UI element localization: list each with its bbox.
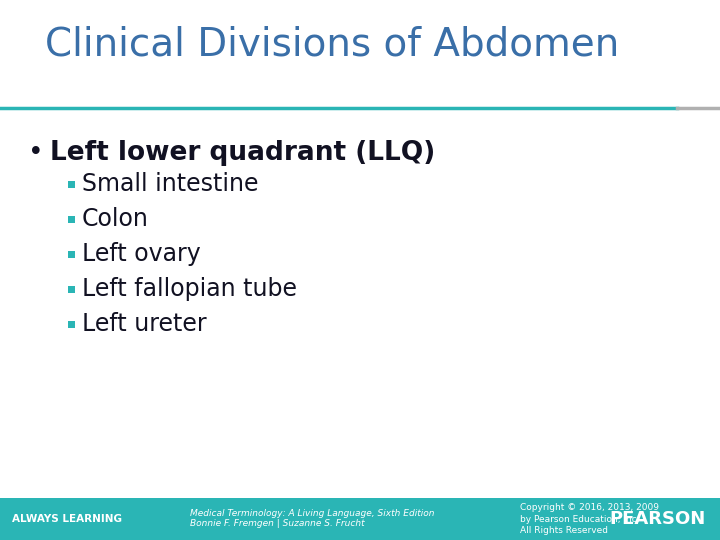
Text: Clinical Divisions of Abdomen: Clinical Divisions of Abdomen (45, 25, 619, 63)
Text: Medical Terminology: A Living Language, Sixth Edition: Medical Terminology: A Living Language, … (190, 510, 434, 518)
Text: Colon: Colon (82, 207, 149, 231)
Text: PEARSON: PEARSON (610, 510, 706, 528)
Bar (68, 286, 75, 293)
Text: ALWAYS LEARNING: ALWAYS LEARNING (12, 514, 122, 524)
Bar (68, 215, 75, 222)
Bar (68, 180, 75, 187)
Text: Left lower quadrant (LLQ): Left lower quadrant (LLQ) (50, 140, 436, 166)
Bar (68, 251, 75, 258)
Bar (0, 498, 720, 540)
Text: Left ovary: Left ovary (82, 242, 201, 266)
Bar (68, 321, 75, 327)
Text: Copyright © 2016, 2013, 2009
by Pearson Education, Inc.
All Rights Reserved: Copyright © 2016, 2013, 2009 by Pearson … (520, 503, 659, 535)
Text: Left ureter: Left ureter (82, 312, 207, 336)
Text: Bonnie F. Fremgen | Suzanne S. Frucht: Bonnie F. Fremgen | Suzanne S. Frucht (190, 519, 364, 529)
Text: Left fallopian tube: Left fallopian tube (82, 277, 297, 301)
Text: •: • (28, 140, 44, 166)
Text: Small intestine: Small intestine (82, 172, 258, 196)
